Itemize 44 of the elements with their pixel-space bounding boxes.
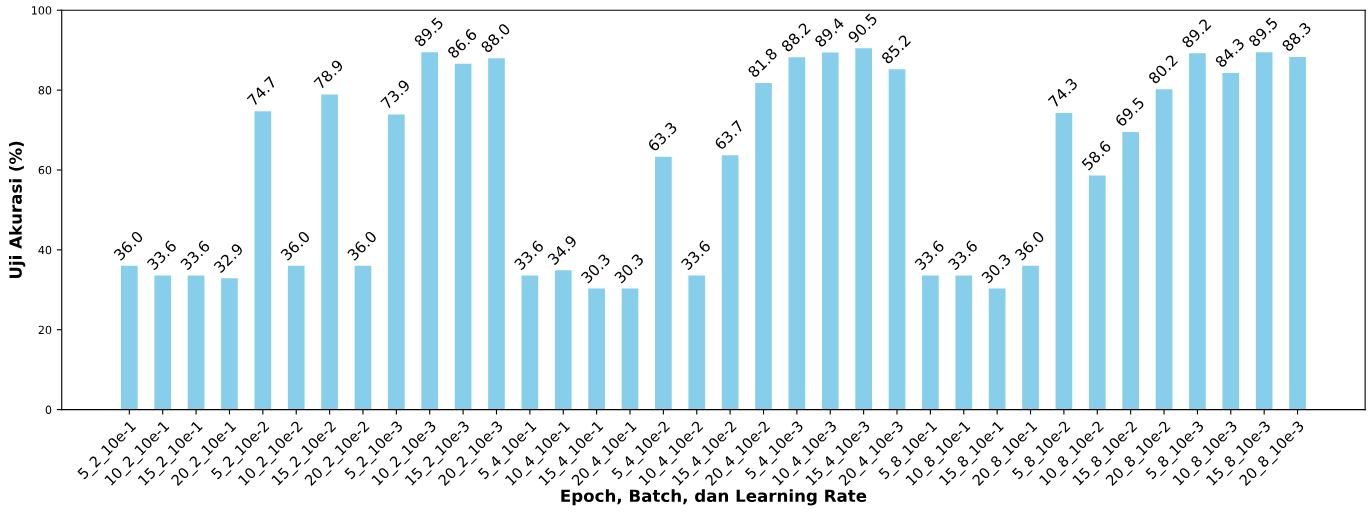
bar (621, 288, 639, 410)
bar (1189, 53, 1206, 410)
x-axis-title: Epoch, Batch, dan Learning Rate (561, 489, 867, 506)
bar (221, 278, 238, 410)
y-tick-label: 0 (45, 405, 52, 414)
bar (254, 111, 272, 410)
bar (855, 48, 872, 410)
y-tick-label: 100 (32, 6, 52, 15)
bar (1022, 265, 1039, 410)
bar (988, 288, 1006, 410)
bar (655, 156, 672, 410)
y-axis-title: Uji Akurasi (%) (8, 141, 26, 279)
bar (187, 275, 205, 410)
bar (354, 265, 372, 410)
bar (755, 82, 772, 410)
bar (488, 58, 505, 410)
bar (1122, 132, 1140, 410)
bar (454, 63, 472, 410)
bar (388, 114, 405, 410)
bar (821, 52, 839, 410)
bar (888, 69, 906, 410)
bar (1222, 72, 1240, 410)
bar (421, 52, 439, 410)
bar (1055, 112, 1073, 410)
y-tick-label: 60 (38, 165, 52, 175)
bar (154, 275, 172, 410)
bar (1155, 89, 1173, 410)
bar (955, 275, 973, 410)
bar (521, 275, 539, 410)
bar (120, 265, 138, 410)
bar (287, 265, 305, 410)
bar (321, 94, 338, 410)
bar (688, 275, 706, 410)
y-tick-label: 20 (38, 325, 52, 335)
bar (922, 275, 939, 410)
bar (588, 288, 605, 410)
bar (721, 155, 739, 410)
y-tick-label: 80 (38, 86, 52, 95)
bar (1255, 52, 1273, 410)
bar (1088, 175, 1106, 410)
bar (1289, 56, 1306, 410)
y-tick-label: 40 (38, 245, 52, 255)
bar (554, 270, 572, 410)
bar (788, 57, 806, 410)
